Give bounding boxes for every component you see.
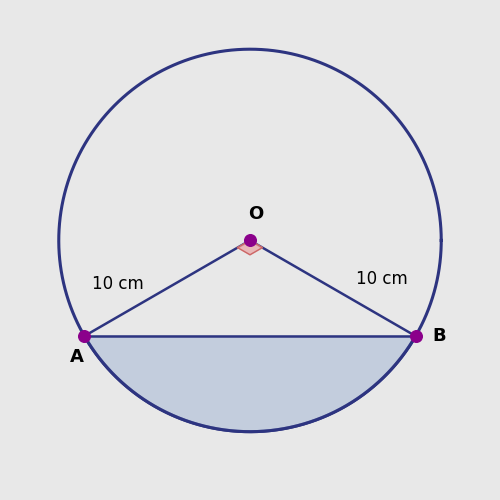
Text: A: A: [70, 348, 84, 366]
Text: 10 cm: 10 cm: [92, 276, 144, 293]
Text: 10 cm: 10 cm: [356, 270, 408, 287]
Polygon shape: [84, 336, 415, 432]
Point: [412, 332, 420, 340]
Point: [246, 236, 254, 244]
Text: O: O: [248, 205, 264, 223]
Point: [80, 332, 88, 340]
Polygon shape: [238, 240, 262, 255]
Text: B: B: [433, 327, 446, 345]
